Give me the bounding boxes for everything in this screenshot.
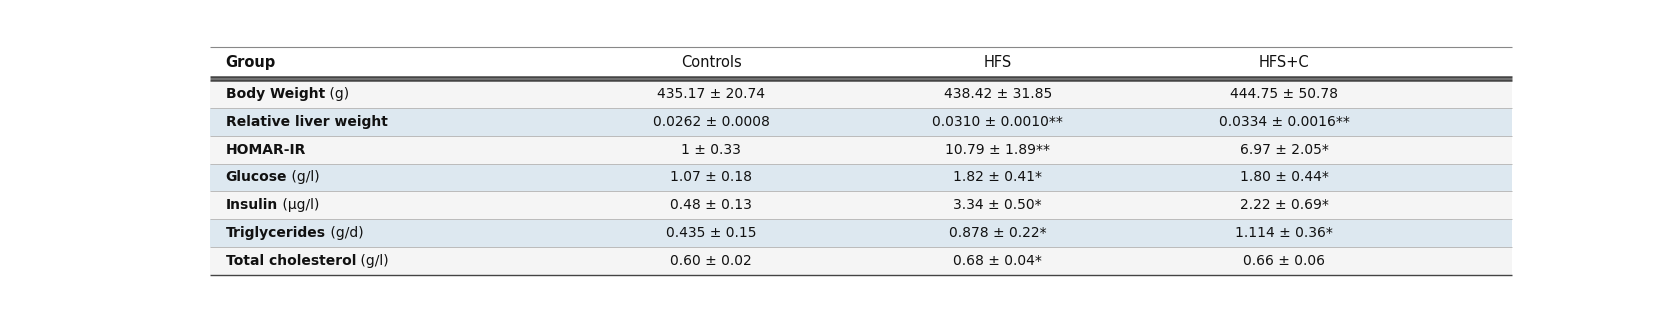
Text: HFS: HFS <box>983 55 1011 70</box>
Text: (g): (g) <box>324 87 349 101</box>
Text: HFS+C: HFS+C <box>1258 55 1309 70</box>
Bar <box>210 80 1512 108</box>
Text: Relative liver weight: Relative liver weight <box>225 115 388 129</box>
Text: 435.17 ± 20.74: 435.17 ± 20.74 <box>657 87 766 101</box>
Text: 0.0262 ± 0.0008: 0.0262 ± 0.0008 <box>654 115 769 129</box>
Text: Body Weight: Body Weight <box>225 87 324 101</box>
Text: Total cholesterol: Total cholesterol <box>225 254 356 268</box>
Text: (g/l): (g/l) <box>356 254 388 268</box>
Text: 1.07 ± 0.18: 1.07 ± 0.18 <box>670 171 753 184</box>
Text: (g/d): (g/d) <box>326 226 363 240</box>
Text: 6.97 ± 2.05*: 6.97 ± 2.05* <box>1240 143 1329 157</box>
Bar <box>210 164 1512 191</box>
Bar <box>210 219 1512 247</box>
Bar <box>210 191 1512 219</box>
Text: 0.0334 ± 0.0016**: 0.0334 ± 0.0016** <box>1218 115 1349 129</box>
Text: 1 ± 0.33: 1 ± 0.33 <box>682 143 741 157</box>
Text: Group: Group <box>225 55 276 70</box>
Text: (µg/l): (µg/l) <box>277 198 319 212</box>
Text: 0.878 ± 0.22*: 0.878 ± 0.22* <box>949 226 1047 240</box>
Text: 0.0310 ± 0.0010**: 0.0310 ± 0.0010** <box>932 115 1063 129</box>
Text: 0.66 ± 0.06: 0.66 ± 0.06 <box>1243 254 1326 268</box>
Text: 0.48 ± 0.13: 0.48 ± 0.13 <box>670 198 753 212</box>
Text: HOMAR-IR: HOMAR-IR <box>225 143 306 157</box>
Bar <box>210 136 1512 164</box>
Text: 1.82 ± 0.41*: 1.82 ± 0.41* <box>953 171 1042 184</box>
Bar <box>210 108 1512 136</box>
Text: Glucose: Glucose <box>225 171 287 184</box>
Text: 444.75 ± 50.78: 444.75 ± 50.78 <box>1230 87 1339 101</box>
Text: 0.68 ± 0.04*: 0.68 ± 0.04* <box>953 254 1042 268</box>
Text: 1.80 ± 0.44*: 1.80 ± 0.44* <box>1240 171 1329 184</box>
Text: 3.34 ± 0.50*: 3.34 ± 0.50* <box>953 198 1042 212</box>
Bar <box>210 247 1512 275</box>
Text: 1.114 ± 0.36*: 1.114 ± 0.36* <box>1235 226 1334 240</box>
Text: (g/l): (g/l) <box>287 171 319 184</box>
Text: 438.42 ± 31.85: 438.42 ± 31.85 <box>944 87 1052 101</box>
Text: 0.435 ± 0.15: 0.435 ± 0.15 <box>665 226 756 240</box>
Text: Insulin: Insulin <box>225 198 277 212</box>
Text: Controls: Controls <box>680 55 741 70</box>
Text: 2.22 ± 0.69*: 2.22 ± 0.69* <box>1240 198 1329 212</box>
Text: 0.60 ± 0.02: 0.60 ± 0.02 <box>670 254 753 268</box>
Text: Triglycerides: Triglycerides <box>225 226 326 240</box>
Text: 10.79 ± 1.89**: 10.79 ± 1.89** <box>946 143 1050 157</box>
Bar <box>210 47 1512 77</box>
